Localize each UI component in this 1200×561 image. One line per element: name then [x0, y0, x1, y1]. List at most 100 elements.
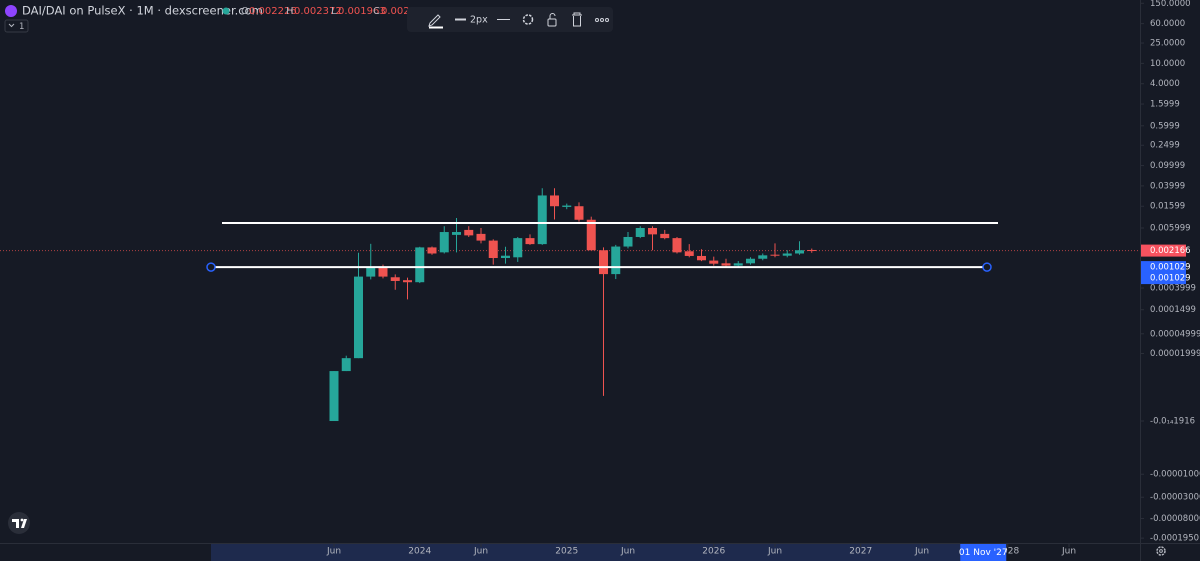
candle-body: [807, 249, 817, 251]
candle-body: [672, 238, 682, 253]
dot: [600, 18, 604, 22]
candle-body: [635, 227, 645, 237]
lock-button[interactable]: [547, 13, 557, 27]
x-tick-label: Jun: [767, 547, 782, 557]
price-label-box: [1141, 261, 1186, 274]
y-tick-label: 0.09999: [1150, 161, 1185, 171]
y-tick-label: -0.00003000: [1150, 493, 1200, 503]
candle-body: [488, 240, 498, 259]
y-tick-label: 0.01599: [1150, 202, 1185, 212]
ohlc-value: 0.002372: [294, 6, 342, 17]
ohlc-value: 0.002166: [381, 6, 429, 17]
candle-body: [415, 247, 425, 283]
x-tick-label: 2027: [849, 547, 872, 557]
y-tick-label: 0.0003999: [1150, 284, 1196, 294]
x-tick-label: 2026: [702, 547, 725, 557]
y-tick-label: 0.00001999: [1150, 349, 1200, 359]
symbol-icon: [5, 5, 17, 17]
y-tick-label: 0.2499: [1150, 141, 1180, 151]
tradingview-logo: [8, 512, 30, 534]
candle-body: [513, 238, 523, 258]
candle-body: [562, 205, 572, 207]
delete-button[interactable]: [572, 12, 582, 27]
lock-shackle: [549, 13, 556, 19]
lock-body: [547, 18, 557, 27]
candle-body: [378, 266, 388, 277]
x-tick-label: 2025: [555, 547, 578, 557]
candle-body: [341, 358, 351, 372]
candle-body: [476, 233, 486, 241]
plot-area: [0, 188, 1140, 422]
x-tick-label: Jun: [1061, 547, 1076, 557]
candle-body: [452, 232, 461, 235]
candle-body: [439, 232, 449, 253]
line-handle: [206, 262, 216, 272]
y-tick-label: 150.0000: [1150, 0, 1191, 9]
x-tick-label: 2024: [408, 547, 431, 557]
candle-body: [611, 246, 621, 275]
drawing-toolbar: 2px: [407, 7, 613, 32]
candle-body: [746, 258, 755, 264]
x-tick-label: Jun: [326, 547, 341, 557]
y-tick-label: 25.0000: [1150, 39, 1185, 49]
candle-body: [648, 227, 657, 235]
price-label-box: [1141, 272, 1186, 285]
indicator-toggle[interactable]: [4, 19, 29, 33]
y-tick-label: -0.00001000: [1150, 470, 1200, 480]
color-button[interactable]: [428, 14, 443, 29]
gear-center: [1159, 549, 1163, 553]
candle-body: [329, 371, 339, 422]
logo-dot: [20, 518, 24, 522]
last-price-label: 0.002166: [1150, 246, 1191, 256]
y-tick-label: 0.03999: [1150, 181, 1185, 191]
candle-body: [537, 195, 547, 245]
settings-gear[interactable]: [1156, 546, 1166, 556]
y-tick-label: 0.0001499: [1150, 305, 1196, 315]
y-tick-label: 0.00004999: [1150, 329, 1200, 339]
y-tick-label: 0.5999: [1150, 121, 1180, 131]
candle-body: [623, 236, 633, 247]
candle-body: [795, 250, 804, 254]
price-label: 0.001029: [1150, 263, 1191, 273]
candle-body: [427, 247, 437, 254]
y-tick-label: -0.0₁₄1916: [1150, 417, 1195, 427]
x-tick-label: Jun: [914, 547, 929, 557]
candle-body: [599, 250, 608, 275]
candle-body: [721, 263, 731, 266]
candle-body: [733, 263, 743, 266]
x-tick-label: Jun: [620, 547, 635, 557]
candle-body: [390, 277, 400, 281]
candle-body: [464, 229, 474, 236]
y-tick-label: 10.0000: [1150, 59, 1185, 69]
ohlc-label: O: [241, 6, 249, 17]
settings-button[interactable]: [522, 14, 534, 25]
y-tick-label: 1.5999: [1150, 100, 1180, 110]
trash-icon: [572, 12, 582, 27]
y-tick-label: 60.0000: [1150, 19, 1185, 29]
last-price-box: [1141, 244, 1186, 257]
y-tick-label: 4.0000: [1150, 79, 1180, 89]
more-button[interactable]: [595, 18, 609, 22]
ohlc-label: H: [286, 6, 294, 17]
candle-body: [525, 238, 535, 245]
cursor-time-label: 01 Nov '27: [959, 548, 1008, 558]
chevron-icon: [8, 23, 15, 28]
status-dot: [222, 7, 230, 15]
gear-icon: [1156, 546, 1166, 556]
time-range-highlight: [211, 544, 987, 561]
candle-body: [366, 266, 376, 277]
candle-body: [501, 255, 510, 259]
candle-body: [709, 260, 719, 264]
y-tick-label: -0.00008000: [1150, 514, 1200, 524]
candle-body: [782, 253, 792, 256]
candle-body: [403, 280, 412, 283]
legend: DAI/DAI on PulseX · 1M · dexscreener.com…: [4, 4, 429, 33]
ohlc-label: C: [373, 6, 380, 17]
logo-mark: [12, 519, 27, 528]
candle-body: [684, 251, 694, 256]
symbol-title: DAI/DAI on PulseX · 1M · dexscreener.com: [22, 4, 263, 18]
candle-body: [697, 255, 706, 261]
